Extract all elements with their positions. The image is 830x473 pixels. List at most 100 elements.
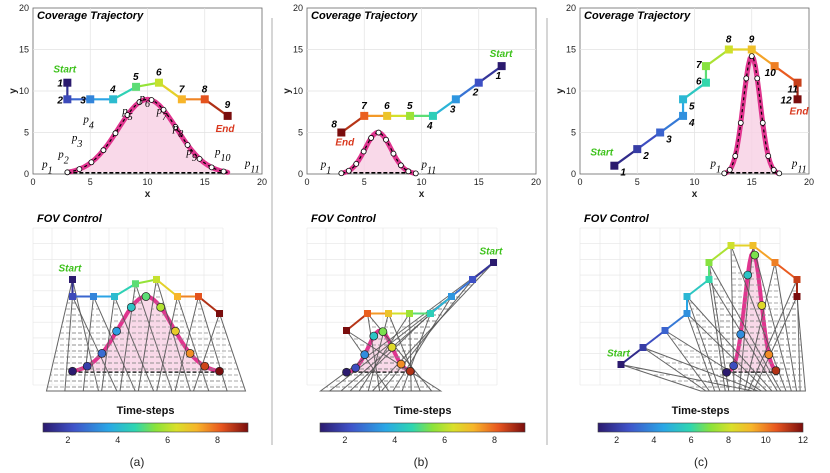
fov-camera-point [132,280,139,288]
trajectory-point [679,111,688,120]
fov-trajectory-segment [686,278,710,298]
x-tick-label: 20 [257,177,267,187]
fov-observed-point [369,331,379,341]
fov-observed-point [750,250,760,260]
fov-observed-point [729,361,738,371]
trajectory-point [337,128,346,137]
colorbar [319,422,526,433]
y-axis-label: y [8,88,19,94]
trajectory-point [109,95,118,104]
fov-camera-point [69,293,76,300]
y-tick-label: 10 [19,86,29,96]
fov-camera-point [639,344,647,351]
target-boundary-dashed [341,131,416,174]
fov-camera-point [793,276,801,283]
target-point [208,164,215,171]
target-point [368,135,375,141]
trajectory-point [770,62,779,71]
fov-camera-point [749,242,757,249]
trajectory-point [610,161,619,170]
trajectory-index-label: 6 [384,101,390,112]
end-label: End [216,124,236,135]
colorbar-tick-label: 4 [115,435,120,445]
trajectory-point [793,78,802,87]
target-point [88,159,95,166]
fov-camera-point [153,276,160,283]
target-label: p6 [138,92,150,110]
trajectory-point [633,145,642,154]
trajectory-index-label: 5 [407,101,413,112]
trajectory-index-label: 2 [642,151,649,162]
y-tick-label: 15 [566,45,576,55]
fov-camera-point [448,293,455,300]
target-region [67,99,228,173]
trajectory-point [747,45,756,54]
fov-camera-point [174,293,181,300]
target-label: p3 [71,132,83,150]
trajectory-index-label: 2 [472,88,479,99]
target-label-subscript: 3 [76,138,82,149]
fov-start-label: Start [59,264,82,275]
target-label-subscript: 11 [250,164,259,175]
trajectory-index-label: 1 [620,168,626,179]
y-tick-label: 10 [293,86,303,96]
start-label: Start [490,49,513,60]
colorbar-tick-label: 2 [65,435,70,445]
target-label: p8 [172,122,184,140]
fov-camera-point [469,276,476,283]
fov-observed-point [185,349,195,358]
trajectory-point [223,111,232,120]
fov-title: FOV Control [311,213,377,225]
target-label-subscript: 5 [128,112,133,123]
y-tick-label: 10 [566,86,576,96]
target-label: p9 [185,146,197,164]
fov-cone [192,311,247,392]
colorbar-tick-label: 2 [614,435,619,445]
trajectory-index-label: 12 [781,95,793,106]
trajectory-point [428,111,437,120]
fov-trajectory-segment [774,261,798,281]
fov-camera-point [705,259,713,266]
y-tick-label: 5 [571,128,576,138]
target-point [196,155,203,162]
trajectory-point [383,111,392,120]
target-point [64,169,71,176]
y-axis-label: y [282,88,293,94]
colorbar-tick-label: 6 [165,435,170,445]
colorbar-title: Time-steps [672,405,730,417]
fov-trajectory-segment [664,312,688,332]
y-tick-label: 5 [24,128,29,138]
target-label-subscript: 1 [48,165,53,176]
fov-observed-point [360,350,370,360]
y-tick-label: 20 [566,3,576,13]
target-point [184,142,191,148]
fov-observed-point [722,368,731,377]
start-label: Start [590,148,613,159]
target-label: p2 [57,148,69,166]
end-label: End [335,138,355,149]
fov-camera-point [111,293,118,300]
target-label: p5 [121,105,133,123]
trajectory-index-label: 7 [361,101,367,112]
colorbar-tick-label: 6 [689,435,694,445]
trajectory-index-label: 4 [109,84,116,95]
trajectory-index-label: 3 [666,135,672,146]
x-tick-label: 20 [804,177,814,187]
fov-cone [752,294,806,392]
trajectory-index-label: 3 [80,95,86,106]
target-point [112,130,119,137]
target-point [124,112,131,118]
fov-observed-point [387,342,397,352]
target-point [726,166,733,173]
target-label-subscript: 11 [427,165,436,176]
fov-camera-point [705,276,713,283]
fov-camera-point [793,293,801,300]
trajectory-point [701,78,710,87]
fov-observed-point [126,302,136,312]
target-point [360,148,367,155]
target-point [754,75,761,82]
fov-observed-point [82,361,92,371]
panel-caption: (a) [130,455,145,469]
colorbar-tick-label: 12 [798,435,808,445]
fov-camera-point [195,293,202,300]
